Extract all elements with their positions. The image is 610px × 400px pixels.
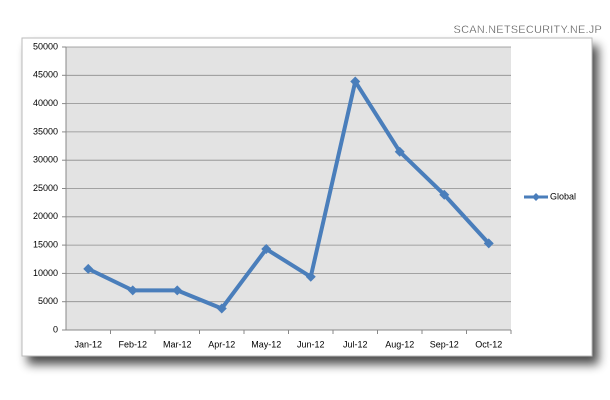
x-tick-label: Oct-12 <box>475 339 502 349</box>
point-marker <box>394 146 405 157</box>
x-tick-label: Aug-12 <box>385 339 414 349</box>
x-tick-label: Apr-12 <box>208 339 235 349</box>
x-tick-label: Jul-12 <box>343 339 368 349</box>
y-tick-label: 35000 <box>33 126 58 136</box>
x-tick-label: Feb-12 <box>118 339 147 349</box>
x-tick-label: May-12 <box>251 339 281 349</box>
y-tick-label: 15000 <box>33 239 58 249</box>
point-marker <box>350 76 361 87</box>
legend-marker <box>532 193 540 201</box>
x-tick-label: Mar-12 <box>163 339 192 349</box>
y-tick-label: 45000 <box>33 70 58 80</box>
watermark: SCAN.NETSECURITY.NE.JP <box>454 24 602 36</box>
y-tick-label: 40000 <box>33 98 58 108</box>
y-tick-label: 0 <box>53 324 58 334</box>
legend-label: Global <box>550 191 576 201</box>
point-marker <box>83 263 94 274</box>
point-marker <box>216 303 227 314</box>
point-marker <box>483 238 494 249</box>
x-tick-label: Jun-12 <box>297 339 325 349</box>
point-marker <box>172 285 183 296</box>
point-marker <box>439 189 450 200</box>
point-marker <box>127 285 138 296</box>
point-marker <box>261 244 272 255</box>
x-tick-label: Sep-12 <box>430 339 459 349</box>
x-tick-label: Jan-12 <box>74 339 102 349</box>
series-line <box>87 79 491 311</box>
y-tick-label: 25000 <box>33 183 58 193</box>
y-tick-label: 30000 <box>33 155 58 165</box>
y-tick-label: 20000 <box>33 211 58 221</box>
point-marker <box>305 271 316 282</box>
y-tick-label: 5000 <box>38 296 58 306</box>
y-tick-label: 10000 <box>33 268 58 278</box>
y-tick-label: 50000 <box>33 41 58 51</box>
